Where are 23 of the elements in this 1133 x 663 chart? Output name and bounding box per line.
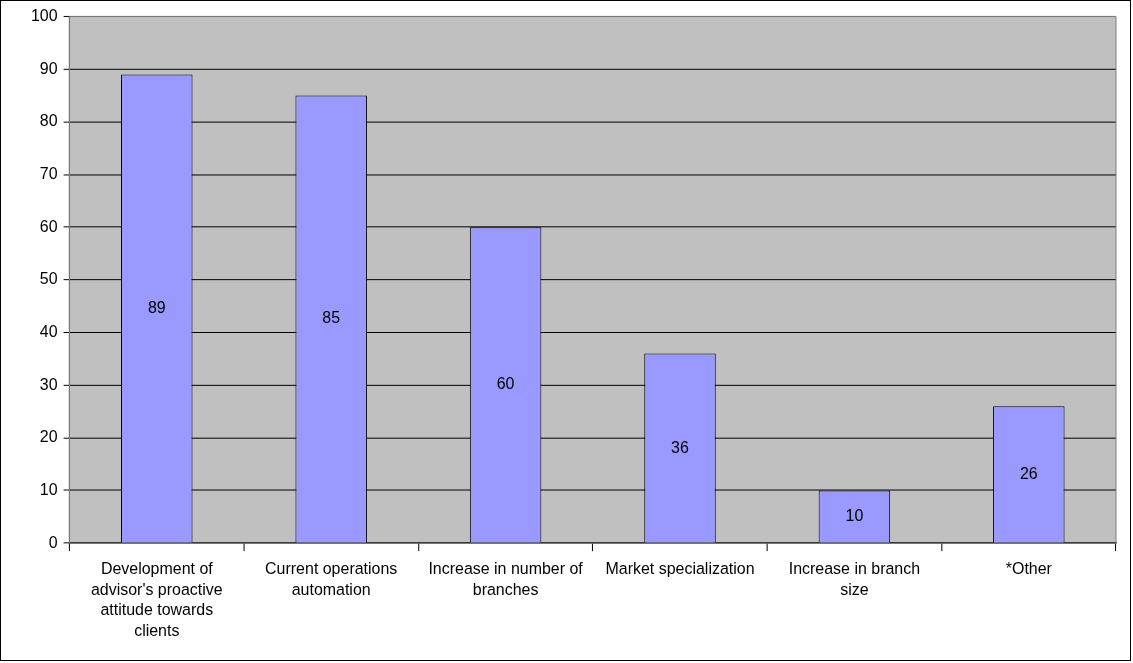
x-tick-label: Increase in number of branches <box>428 559 584 598</box>
y-tick-label: 70 <box>39 164 58 182</box>
y-tick-label: 10 <box>39 480 58 498</box>
y-tick-label: 0 <box>48 533 58 551</box>
y-tick-label: 60 <box>39 217 58 235</box>
y-tick-label: 20 <box>39 428 58 446</box>
y-tick-label: 90 <box>39 59 58 77</box>
data-label: 36 <box>671 438 690 456</box>
data-label: 60 <box>496 375 515 393</box>
y-tick-label: 80 <box>39 112 58 130</box>
x-tick-label: *Other <box>1005 559 1053 577</box>
x-tick-label: Market specialization <box>605 559 755 577</box>
y-tick-label: 50 <box>39 270 58 288</box>
y-tick-label: 40 <box>39 322 58 340</box>
data-label: 89 <box>147 298 166 316</box>
data-label: 26 <box>1019 464 1038 482</box>
x-tick-label: Increase in branch size <box>788 559 921 598</box>
x-tick-label: Current operations automation <box>265 559 398 598</box>
data-label: 85 <box>322 309 341 327</box>
y-tick-label: 100 <box>30 6 58 24</box>
x-tick-label: Development of advisor's proactive attitude towards clients <box>90 559 223 640</box>
y-tick-label: 30 <box>39 375 58 393</box>
data-label: 10 <box>845 506 864 524</box>
